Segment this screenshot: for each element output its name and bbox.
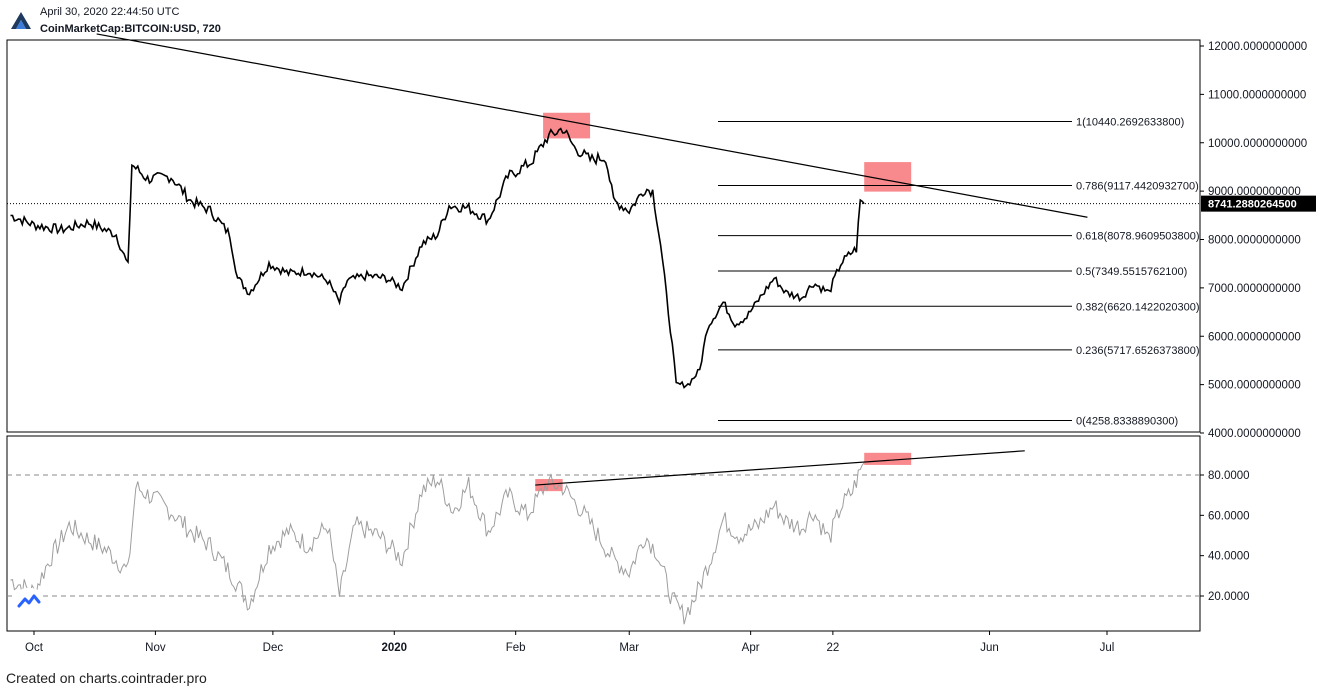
price-trendline (96, 33, 1088, 218)
fib-level-label-5: 0.236(5717.6526373800) (1076, 345, 1200, 357)
header-symbol: CoinMarketCap:BITCOIN:USD, 720 (40, 23, 221, 35)
x-axis-label-2: Dec (263, 642, 284, 654)
header-datetime: April 30, 2020 22:44:50 UTC (40, 6, 180, 18)
fib-level-label-1: 0.786(9117.4420932700) (1076, 180, 1199, 192)
x-axis-label-5: Mar (619, 642, 639, 654)
rsi-pane (6, 435, 1201, 632)
axes: 8741.2880264500 12000.0000000000 11000.000… (7, 41, 1316, 654)
price-axis-label-5: 7000.0000000000 (1208, 283, 1301, 295)
x-axis-label-1: Nov (145, 642, 166, 654)
rsi-axis-label-1: 60.0000 (1208, 510, 1250, 522)
rsi-series-line (10, 462, 865, 625)
rsi-chart (7, 450, 1200, 625)
price-axis-label-7: 5000.0000000000 (1208, 380, 1301, 392)
last-price-label: 8741.2880264500 (1208, 199, 1297, 211)
rsi-axis-label-0: 80.0000 (1208, 470, 1250, 482)
price-highlight-box-0 (543, 112, 591, 139)
price-axis-label-8: 4000.0000000000 (1208, 428, 1301, 440)
fib-level-label-0: 1(10440.2692633800) (1076, 116, 1184, 128)
price-axis-label-6: 6000.0000000000 (1208, 331, 1301, 343)
price-axis-label-4: 8000.0000000000 (1208, 235, 1301, 247)
rsi-highlight-box-1 (864, 452, 912, 465)
fib-level-label-3: 0.5(7349.5515762100) (1076, 266, 1187, 278)
fib-level-label-4: 0.382(6620.1422020300) (1076, 301, 1200, 313)
rsi-highlight-box-0 (535, 479, 563, 492)
x-axis-label-4: Feb (506, 642, 526, 654)
price-axis-label-2: 10000.0000000000 (1208, 138, 1307, 150)
price-axis-label-3: 9000.0000000000 (1208, 186, 1301, 198)
x-axis-label-7: 22 (826, 642, 839, 654)
price-series-line (10, 127, 865, 389)
tradingview-logo-icon (11, 12, 31, 29)
x-axis-label-0: Oct (25, 642, 44, 654)
tradingview-badge-icon[interactable] (14, 588, 44, 614)
price-chart: 1(10440.2692633800) 0.786(9117.4420932700… (7, 33, 1200, 427)
x-axis-label-6: Apr (742, 642, 760, 654)
x-axis-label-8: Jun (980, 642, 999, 654)
rsi-trendline (535, 450, 1025, 486)
rsi-axis-label-3: 20.0000 (1208, 591, 1250, 603)
price-axis-label-1: 11000.0000000000 (1208, 89, 1306, 101)
rsi-axis-label-2: 40.0000 (1208, 551, 1250, 563)
x-axis-label-9: Jul (1100, 642, 1115, 654)
last-price-tag (1201, 195, 1316, 212)
fib-level-label-6: 0(4258.8338890300) (1076, 415, 1178, 427)
x-axis-label-3: 2020 (381, 642, 407, 654)
footer-credit: Created on charts.cointrader.pro (6, 670, 207, 686)
price-axis-label-0: 12000.0000000000 (1208, 41, 1307, 53)
fib-level-label-2: 0.618(8078.9609503800) (1076, 231, 1200, 243)
